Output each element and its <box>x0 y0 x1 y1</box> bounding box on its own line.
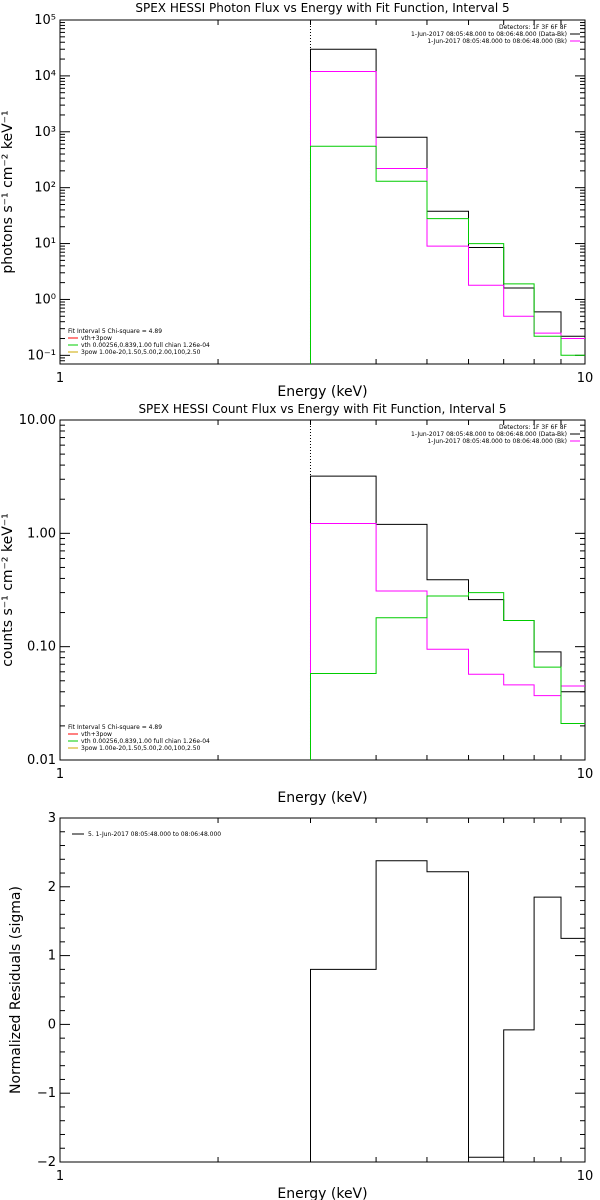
panel1-y-axis-label: photons s⁻¹ cm⁻² keV⁻¹ <box>0 110 16 273</box>
panel2-y-tick-label: 0.10 <box>27 640 56 655</box>
panel2-info-line: Detectors: 1F 3F 6F 8F <box>499 424 568 431</box>
panel3-y-axis-label: Normalized Residuals (sigma) <box>8 886 24 1094</box>
panel1-fit-legend-entry: vth+3pow <box>81 335 112 342</box>
panel2-fit-legend-entry: vth+3pow <box>81 731 112 738</box>
panel3-y-tick-label: −2 <box>37 1155 56 1170</box>
panel2-x-axis-label: Energy (keV) <box>277 790 367 806</box>
panel1-x-tick-label: 10 <box>577 371 594 386</box>
panel3-y-tick-label: 3 <box>48 811 56 826</box>
panel3-x-tick-label: 10 <box>577 1169 594 1184</box>
panel1-plot-frame <box>59 19 586 365</box>
panel1-y-tick-label: 10⁰ <box>34 292 56 307</box>
panel2-info-line: 1-Jun-2017 08:05:48.000 to 08:06:48.000 … <box>411 431 567 438</box>
panel1-y-tick-label: 10² <box>34 181 56 196</box>
panel1-y-tick-label: 10⁵ <box>34 13 56 28</box>
panel1-series-2-line <box>310 71 585 364</box>
panel2-series-1-line <box>310 475 585 760</box>
panel1-chart-title: SPEX HESSI Photon Flux vs Energy with Fi… <box>135 1 509 15</box>
panel2-y-tick-label: 10.00 <box>19 413 56 428</box>
panel3-y-tick-label: −1 <box>37 1086 56 1101</box>
panel2-x-tick-label: 1 <box>56 767 64 782</box>
panel1-y-tick-label: 10³ <box>34 125 56 140</box>
panel2-fit-legend-entry: vth 0.00256,0.839,1.00 full chian 1.26e-… <box>81 738 210 745</box>
panel3-series-1-line <box>310 860 585 1162</box>
panel3-legend-entry: 5. 1-Jun-2017 08:05:48.000 to 08:06:48.0… <box>88 831 221 838</box>
panel2-chart-title: SPEX HESSI Count Flux vs Energy with Fit… <box>138 402 506 416</box>
panel2-plot-frame <box>59 419 586 761</box>
panel1-info-line: 1-Jun-2017 08:05:48.000 to 08:06:48.000 … <box>427 38 567 45</box>
panel2-info-line: 1-Jun-2017 08:05:48.000 to 08:06:48.000 … <box>427 438 567 445</box>
panel2-y-tick-label: 0.01 <box>27 753 56 768</box>
panel1-y-tick-label: 10⁻¹ <box>27 348 56 363</box>
panel2-fit-legend-header: Fit Interval 5 Chi-square = 4.89 <box>68 724 162 731</box>
panel2-series-2-line <box>310 523 585 760</box>
panel3-plot-frame <box>59 817 586 1163</box>
panel1-fit-legend-header: Fit Interval 5 Chi-square = 4.89 <box>68 328 162 335</box>
panel1-series-1-line <box>310 48 585 364</box>
panel1-fit-legend-entry: vth 0.00256,0.839,1.00 full chian 1.26e-… <box>81 342 210 349</box>
panel1-fit-legend-entry: 3pow 1.00e-20,1.50,5.00,2.00,100,2.50 <box>81 349 201 356</box>
panel3-x-axis-label: Energy (keV) <box>277 1186 367 1200</box>
panel2-series-3-line <box>310 592 585 760</box>
panel1-y-tick-label: 10⁴ <box>34 69 56 84</box>
panel2-y-tick-label: 1.00 <box>27 526 56 541</box>
panel1-series-3-line <box>310 145 585 364</box>
panel3-y-tick-label: 0 <box>48 1017 56 1032</box>
panel3-y-tick-label: 2 <box>48 880 56 895</box>
panel1-y-tick-label: 10¹ <box>34 237 56 252</box>
panel3-x-tick-label: 1 <box>56 1169 64 1184</box>
panel2-fit-legend-entry: 3pow 1.00e-20,1.50,5.00,2.00,100,2.50 <box>81 745 201 752</box>
panel2-x-tick-label: 10 <box>577 767 594 782</box>
panel1-x-axis-label: Energy (keV) <box>277 384 367 400</box>
panel1-info-line: 1-Jun-2017 08:05:48.000 to 08:06:48.000 … <box>411 31 567 38</box>
panel2-y-axis-label: counts s⁻¹ cm⁻² keV⁻¹ <box>0 513 16 667</box>
panel1-info-line: Detectors: 1F 3F 6F 8F <box>499 24 568 31</box>
panel3-y-tick-label: 1 <box>48 949 56 964</box>
panel1-x-tick-label: 1 <box>56 371 64 386</box>
